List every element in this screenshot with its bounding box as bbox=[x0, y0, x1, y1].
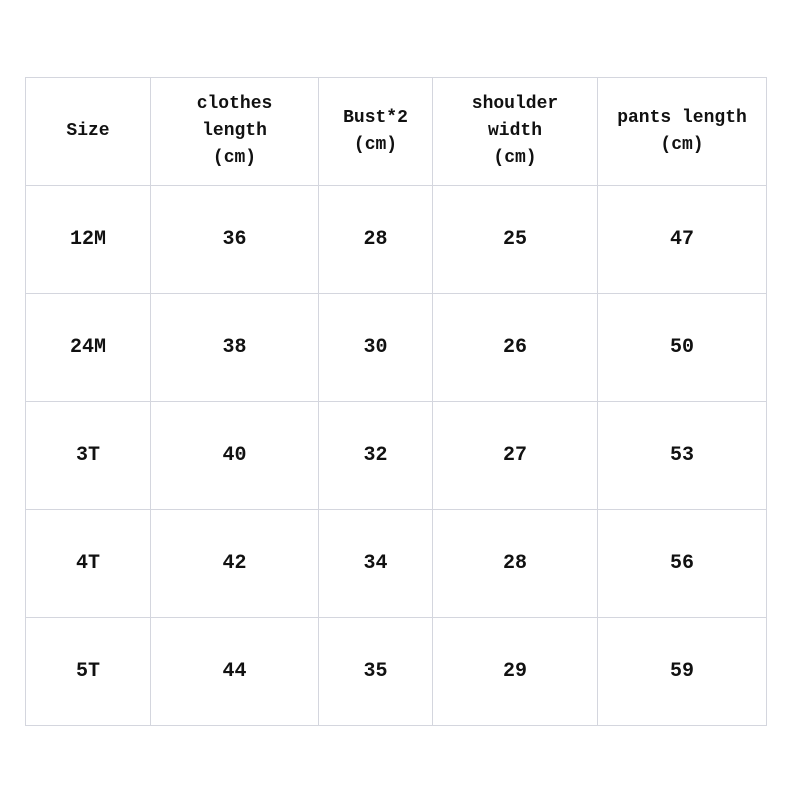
cell-bust: 30 bbox=[318, 293, 433, 402]
header-line: Size bbox=[66, 121, 110, 141]
header-line: length bbox=[202, 121, 267, 141]
table-row: 3T 40 32 27 53 bbox=[25, 401, 767, 510]
header-shoulder-width: shoulder width (cm) bbox=[432, 77, 598, 186]
table-row: 24M 38 30 26 50 bbox=[25, 293, 767, 402]
cell-shoulder-width: 28 bbox=[432, 509, 598, 618]
cell-shoulder-width: 25 bbox=[432, 185, 598, 294]
cell-size: 24M bbox=[25, 293, 151, 402]
header-clothes-length: clothes length (cm) bbox=[150, 77, 319, 186]
cell-pants-length: 50 bbox=[597, 293, 767, 402]
cell-shoulder-width: 27 bbox=[432, 401, 598, 510]
size-chart-table: Size clothes length (cm) Bust*2 (cm) should… bbox=[25, 77, 767, 726]
cell-clothes-length: 38 bbox=[150, 293, 319, 402]
header-line: (cm) bbox=[353, 134, 398, 155]
header-line: Bust*2 bbox=[343, 107, 408, 128]
header-line: (cm) bbox=[493, 148, 537, 168]
cell-bust: 35 bbox=[318, 617, 433, 726]
cell-clothes-length: 40 bbox=[150, 401, 319, 510]
cell-size: 4T bbox=[25, 509, 151, 618]
table-row: 12M 36 28 25 47 bbox=[25, 185, 767, 294]
cell-pants-length: 56 bbox=[597, 509, 767, 618]
cell-clothes-length: 42 bbox=[150, 509, 319, 618]
header-line: clothes bbox=[196, 94, 273, 114]
header-line: pants length bbox=[617, 107, 747, 128]
cell-bust: 32 bbox=[318, 401, 433, 510]
cell-bust: 34 bbox=[318, 509, 433, 618]
cell-size: 3T bbox=[25, 401, 151, 510]
header-row: Size clothes length (cm) Bust*2 (cm) should… bbox=[25, 77, 767, 186]
cell-size: 5T bbox=[25, 617, 151, 726]
header-size: Size bbox=[25, 77, 151, 186]
header-line: (cm) bbox=[660, 134, 704, 155]
cell-shoulder-width: 29 bbox=[432, 617, 598, 726]
cell-clothes-length: 44 bbox=[150, 617, 319, 726]
header-bust: Bust*2 (cm) bbox=[318, 77, 433, 186]
header-line: (cm) bbox=[212, 148, 257, 168]
header-line: width bbox=[487, 121, 542, 141]
cell-size: 12M bbox=[25, 185, 151, 294]
cell-shoulder-width: 26 bbox=[432, 293, 598, 402]
cell-pants-length: 59 bbox=[597, 617, 767, 726]
table-row: 5T 44 35 29 59 bbox=[25, 617, 767, 726]
cell-clothes-length: 36 bbox=[150, 185, 319, 294]
header-pants-length: pants length (cm) bbox=[597, 77, 767, 186]
cell-pants-length: 47 bbox=[597, 185, 767, 294]
cell-pants-length: 53 bbox=[597, 401, 767, 510]
table-row: 4T 42 34 28 56 bbox=[25, 509, 767, 618]
cell-bust: 28 bbox=[318, 185, 433, 294]
header-line: shoulder bbox=[471, 94, 559, 114]
